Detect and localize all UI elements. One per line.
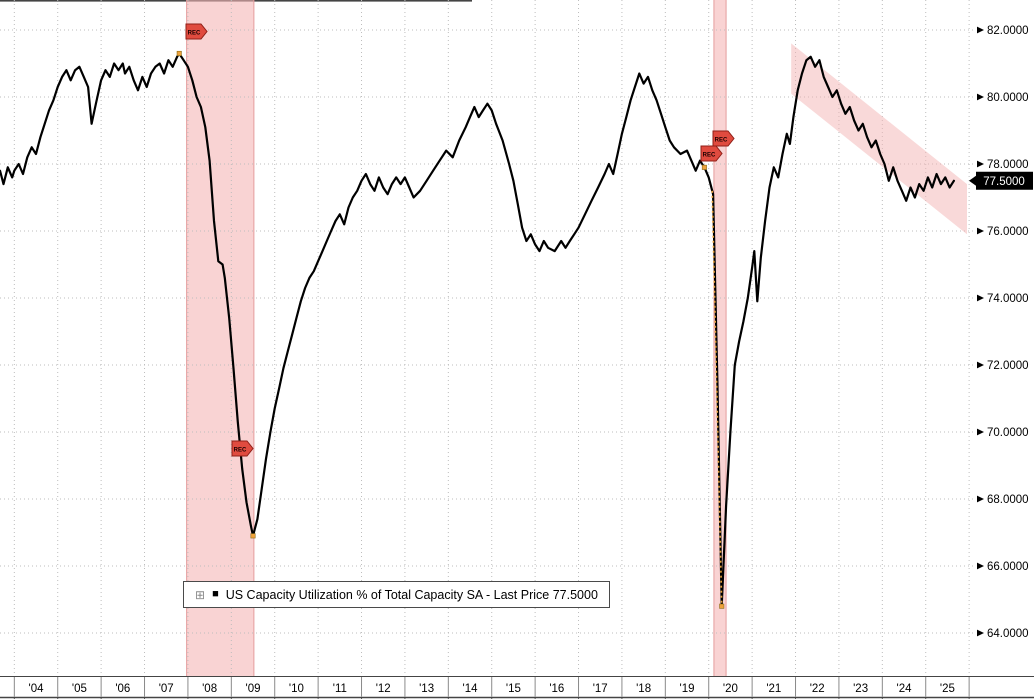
event-marker: [250, 533, 256, 539]
axis-tick-arrow-icon: [977, 93, 984, 101]
y-axis-label: 68.0000: [987, 494, 1029, 506]
y-axis-label: 78.0000: [987, 159, 1029, 171]
axis-tick-arrow-icon: [977, 428, 984, 436]
event-marker: [719, 603, 725, 609]
recession-band: [186, 0, 254, 676]
x-axis-label: '20: [723, 683, 738, 695]
legend[interactable]: ⊞ ■ US Capacity Utilization % of Total C…: [183, 581, 610, 608]
crash-dashed-overlay: [711, 190, 723, 607]
svg-text:REC: REC: [188, 30, 201, 36]
x-axis-label: '19: [680, 683, 695, 695]
x-axis-label: '17: [593, 683, 608, 695]
x-axis-label: '24: [897, 683, 913, 695]
x-axis-label: '05: [72, 683, 87, 695]
last-price-label: 77.5000: [969, 171, 1033, 190]
y-axis-label: 74.0000: [987, 293, 1029, 305]
recession-band: [713, 0, 727, 676]
axis-tick-arrow-icon: [977, 227, 984, 235]
axis-tick-arrow-icon: [977, 361, 984, 369]
y-axis-label: 66.0000: [987, 561, 1029, 573]
axis-tick-arrow-icon: [977, 629, 984, 637]
svg-text:77.5000: 77.5000: [983, 176, 1025, 188]
x-axis-label: '25: [940, 683, 955, 695]
x-axis-label: '13: [419, 683, 434, 695]
x-axis-label: '04: [29, 683, 45, 695]
right-axis-panel: [975, 0, 1034, 699]
x-axis-label: '10: [289, 683, 304, 695]
svg-text:REC: REC: [234, 447, 247, 453]
x-axis-label: '21: [766, 683, 781, 695]
event-marker: [176, 50, 182, 56]
y-axis-label: 82.0000: [987, 25, 1029, 37]
x-axis-label: '15: [506, 683, 521, 695]
x-axis-label: '11: [333, 683, 347, 695]
svg-text:REC: REC: [703, 152, 716, 158]
recession-flag: REC: [712, 130, 735, 147]
y-axis-label: 76.0000: [987, 226, 1029, 238]
x-axis-label: '06: [115, 683, 130, 695]
y-axis-label: 70.0000: [987, 427, 1029, 439]
x-axis-label: '08: [202, 683, 217, 695]
x-axis-label: '07: [159, 683, 174, 695]
series-swatch-icon: ■: [212, 588, 219, 600]
x-axis-label: '16: [549, 683, 564, 695]
recession-flag: REC: [231, 440, 254, 457]
x-axis-label: '12: [376, 683, 391, 695]
legend-expand-icon[interactable]: ⊞: [195, 587, 206, 602]
x-axis-label: '14: [463, 683, 479, 695]
x-axis-label: '18: [636, 683, 651, 695]
x-axis-label: '09: [246, 683, 261, 695]
axis-tick-arrow-icon: [977, 294, 984, 302]
event-marker: [701, 164, 707, 170]
y-axis-label: 80.0000: [987, 92, 1029, 104]
y-axis-label: 64.0000: [987, 628, 1029, 640]
price-line: [0, 52, 955, 608]
recession-flag: REC: [185, 23, 208, 40]
legend-label: US Capacity Utilization % of Total Capac…: [225, 587, 598, 602]
axis-tick-arrow-icon: [977, 26, 984, 34]
x-axis-label: '23: [853, 683, 868, 695]
axis-tick-arrow-icon: [977, 562, 984, 570]
svg-text:REC: REC: [715, 137, 728, 143]
axis-tick-arrow-icon: [977, 495, 984, 503]
axis-tick-arrow-icon: [977, 160, 984, 168]
y-axis-label: 72.0000: [987, 360, 1029, 372]
x-axis-label: '22: [810, 683, 825, 695]
